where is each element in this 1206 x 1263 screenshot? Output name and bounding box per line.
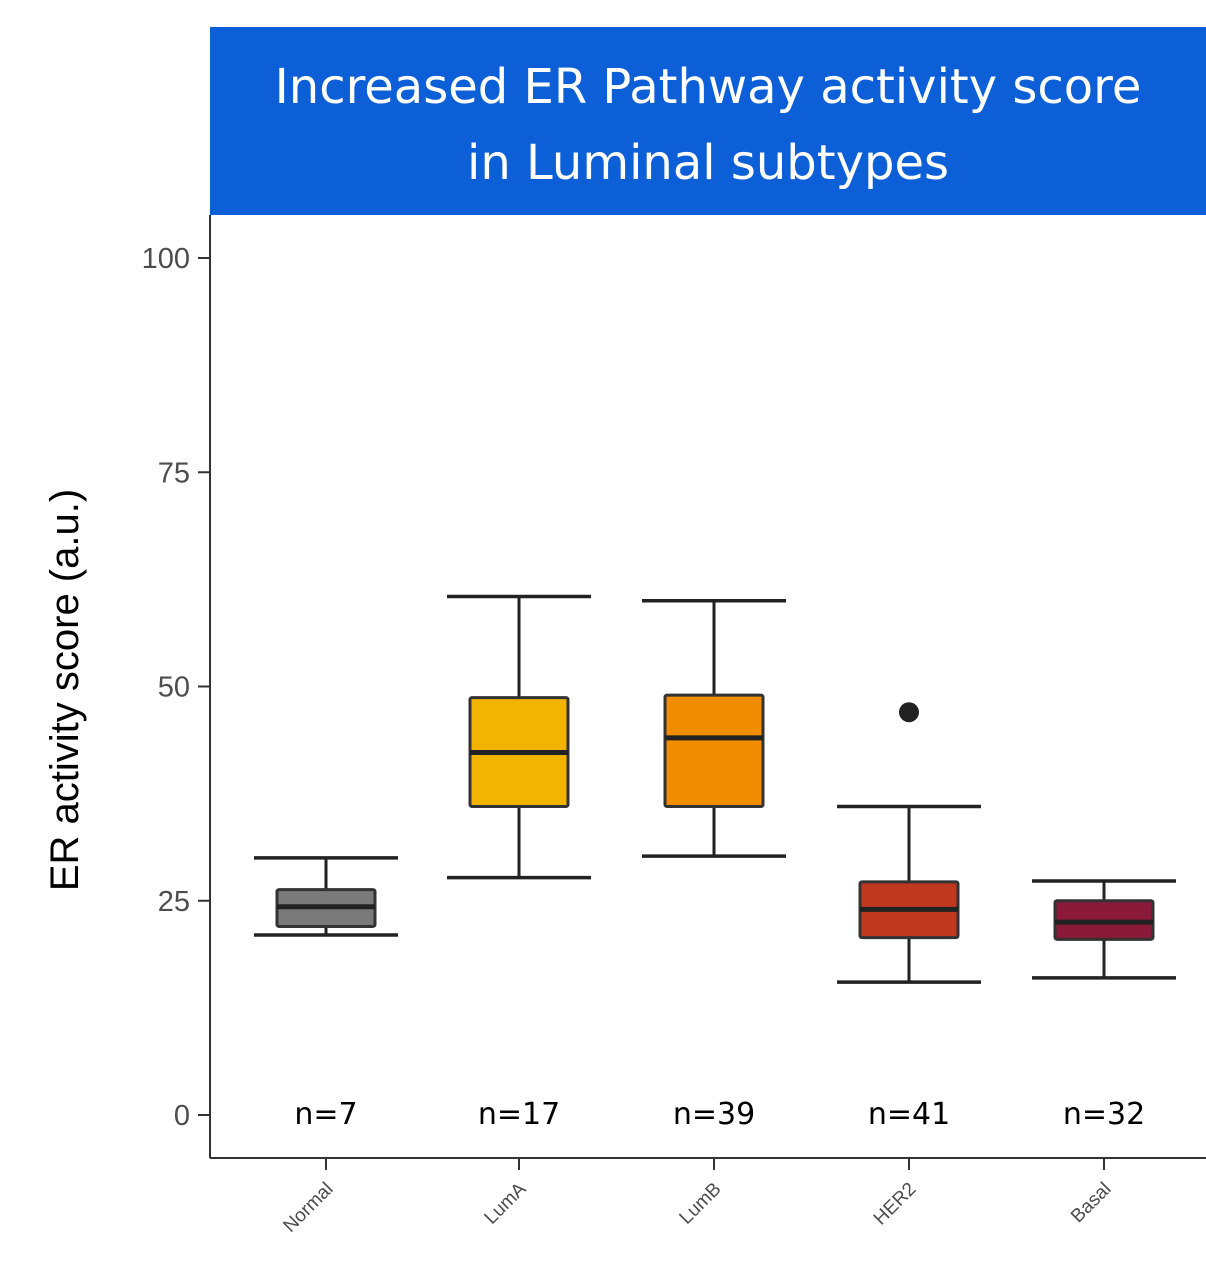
x-tick-label-lumb: LumB	[676, 1179, 726, 1229]
count-label-basal: n=32	[1063, 1097, 1145, 1132]
count-label-her2: n=41	[868, 1097, 950, 1132]
count-label-normal: n=7	[294, 1097, 357, 1132]
chart-title-banner: Increased ER Pathway activity score in L…	[210, 27, 1206, 215]
y-axis-title: ER activity score (a.u.)	[43, 489, 87, 891]
y-tick-label: 100	[142, 243, 190, 275]
box-lumb	[642, 599, 786, 858]
count-label-luma: n=17	[478, 1097, 560, 1132]
y-tick-label: 25	[158, 886, 190, 918]
box-normal	[254, 856, 398, 937]
box-her2	[837, 702, 981, 984]
x-tick-label-basal: Basal	[1067, 1179, 1115, 1227]
chart-title-line-2: in Luminal subtypes	[467, 135, 949, 191]
x-tick-label-her2: HER2	[870, 1179, 921, 1230]
y-tick-label: 0	[174, 1100, 190, 1132]
outlier-point	[899, 702, 919, 723]
box-luma	[447, 594, 591, 880]
x-tick-label-luma: LumA	[481, 1178, 531, 1228]
iqr-box	[663, 693, 765, 808]
x-tick-label-normal: Normal	[279, 1179, 337, 1237]
count-label-lumb: n=39	[673, 1097, 755, 1132]
chart-title-line-1: Increased ER Pathway activity score	[274, 59, 1142, 115]
y-tick-label: 75	[158, 457, 190, 489]
y-tick-label: 50	[158, 672, 190, 704]
box-basal	[1032, 879, 1176, 980]
